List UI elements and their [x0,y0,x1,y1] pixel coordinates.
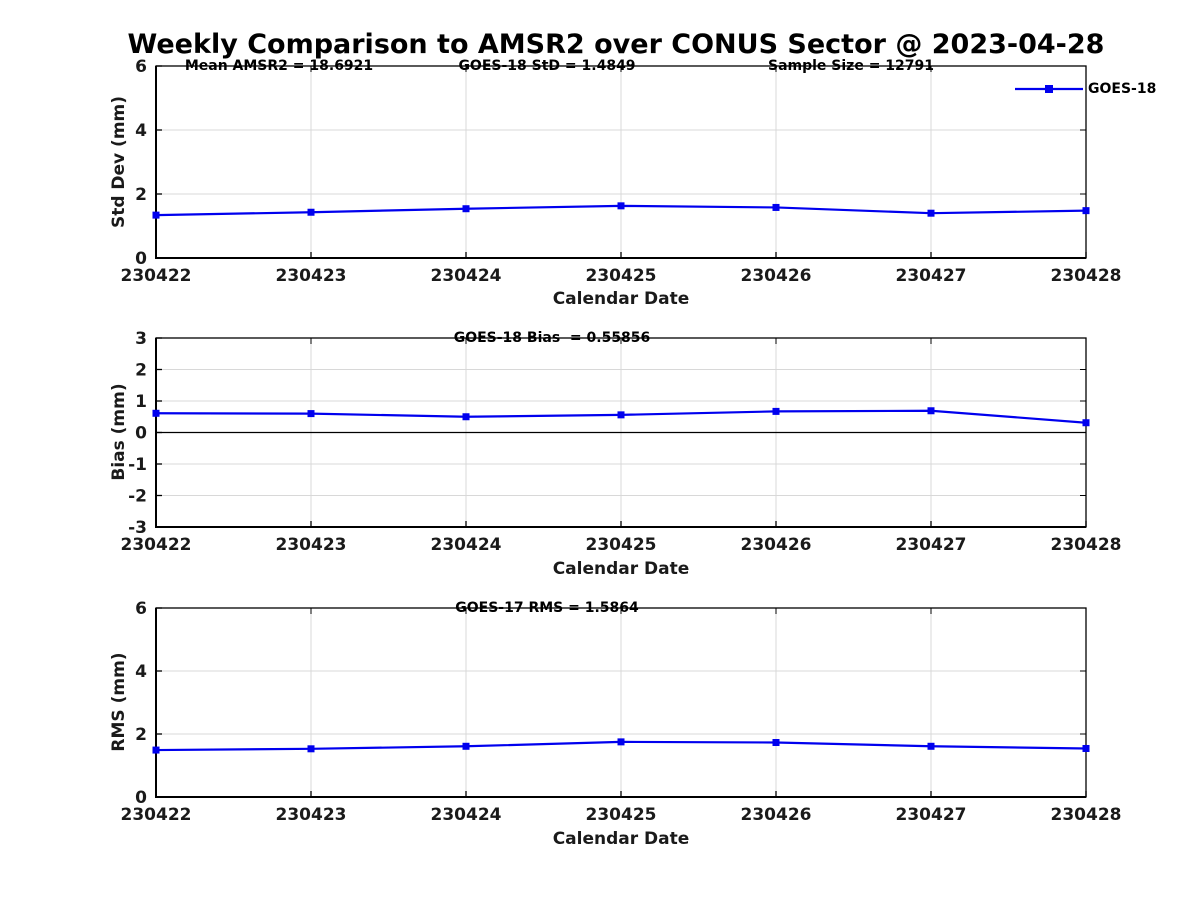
y-tick-label: 0 [135,788,147,808]
x-tick-label: 230427 [896,805,967,825]
data-point-marker [307,410,315,418]
y-tick-label: 2 [135,361,147,381]
data-point-marker [927,407,935,415]
data-point-marker [152,746,160,754]
x-tick-label: 230424 [431,266,502,286]
data-point-marker [462,205,470,213]
y-axis-label-rms: RMS (mm) [109,652,129,752]
y-tick-label: 4 [135,121,147,141]
x-tick-label: 230425 [586,535,657,555]
x-tick-label: 230427 [896,266,967,286]
legend-line-icon [1015,85,1083,93]
x-tick-label: 230426 [741,535,812,555]
x-tick-label: 230422 [121,805,192,825]
data-point-marker [462,742,470,750]
data-point-marker [152,409,160,417]
annotation-goes18-bias: GOES-18 Bias = 0.55856 [453,330,651,346]
chart-title: Weekly Comparison to AMSR2 over CONUS Se… [127,29,1105,60]
x-tick-label: 230427 [896,535,967,555]
x-tick-label: 230422 [121,535,192,555]
x-tick-label: 230428 [1051,535,1122,555]
y-tick-label: 2 [135,725,147,745]
data-point-marker [927,209,935,217]
y-tick-label: 6 [135,599,147,619]
y-tick-label: 4 [135,662,147,682]
data-point-marker [307,208,315,216]
x-tick-label: 230424 [431,805,502,825]
y-axis-label-std-dev: Std Dev (mm) [109,95,129,229]
data-point-marker [617,202,625,210]
data-point-marker [462,413,470,421]
legend: GOES-18 [1015,81,1156,97]
x-tick-label: 230426 [741,805,812,825]
y-tick-label: 0 [135,424,147,444]
data-point-marker [617,738,625,746]
x-tick-label: 230428 [1051,805,1122,825]
data-point-marker [1082,419,1090,427]
annotation-goes17-rms: GOES-17 RMS = 1.5864 [455,600,639,616]
x-tick-label: 230425 [586,266,657,286]
data-point-marker [1082,207,1090,215]
y-tick-label: 6 [135,57,147,77]
y-axis-label-bias: Bias (mm) [109,383,129,481]
data-point-marker [772,203,780,211]
data-point-marker [307,745,315,753]
x-tick-label: 230426 [741,266,812,286]
x-axis-label-bias: Calendar Date [552,559,690,579]
y-tick-label: 3 [135,329,147,349]
data-point-marker [617,411,625,419]
y-tick-label: -3 [128,518,147,538]
x-tick-label: 230423 [276,535,347,555]
data-point-marker [927,742,935,750]
y-tick-label: -1 [128,455,147,475]
x-tick-label: 230423 [276,805,347,825]
x-tick-label: 230423 [276,266,347,286]
x-axis-label-rms: Calendar Date [552,829,690,849]
x-tick-label: 230425 [586,805,657,825]
x-tick-label: 230428 [1051,266,1122,286]
data-point-marker [152,211,160,219]
y-tick-label: 1 [135,392,147,412]
annotation-mean-amsr2: Mean AMSR2 = 18.6921 [184,58,374,74]
x-tick-label: 230422 [121,266,192,286]
y-tick-label: 2 [135,185,147,205]
data-point-marker [1082,744,1090,752]
annotation-sample-size: Sample Size = 12791 [767,58,935,74]
y-tick-label: -2 [128,487,147,507]
legend-label: GOES-18 [1088,81,1157,97]
x-tick-label: 230424 [431,535,502,555]
annotation-goes18-std: GOES-18 StD = 1.4849 [458,58,636,74]
x-axis-label-std-dev: Calendar Date [552,289,690,309]
data-point-marker [772,407,780,415]
y-tick-label: 0 [135,249,147,269]
data-point-marker [772,739,780,747]
